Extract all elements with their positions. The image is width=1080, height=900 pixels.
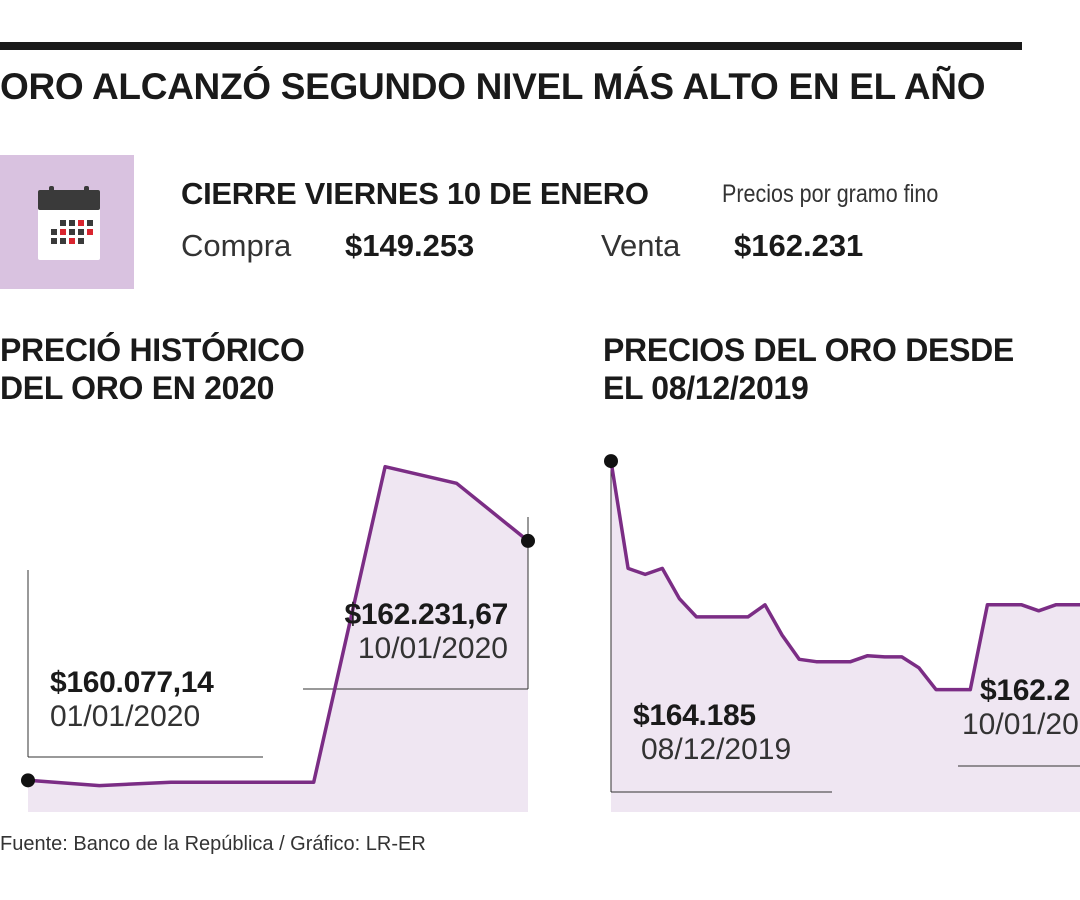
chart2-end-date: 10/01/20 <box>962 708 1079 741</box>
chart1-end-price: $162.231,67 <box>344 598 508 631</box>
chart2-title: PRECIOS DEL ORO DESDE EL 08/12/2019 <box>603 332 1014 406</box>
chart1-start-price: $160.077,14 <box>50 666 214 699</box>
compra-label: Compra <box>181 228 292 263</box>
chart1-area <box>28 466 528 812</box>
chart2-area <box>611 461 1080 812</box>
chart1-end-point <box>521 533 535 548</box>
close-title: CIERRE VIERNES 10 DE ENERO <box>181 176 649 211</box>
top-rule <box>0 42 1022 50</box>
chart2-line <box>609 460 1080 692</box>
chart1-line <box>27 464 530 788</box>
chart2-start-point <box>604 454 618 469</box>
chart1-title: PRECIÓ HISTÓRICO DEL ORO EN 2020 <box>0 332 305 406</box>
compra-value: $149.253 <box>345 228 475 263</box>
chart1-end-annotation: $162.231,67 10/01/2020 <box>312 598 508 666</box>
venta-label: Venta <box>601 228 681 263</box>
chart2-start-annotation: $164.185 08/12/2019 <box>633 699 791 767</box>
chart2-end-annotation: $162.2 10/01/20 <box>962 674 1080 742</box>
chart2-start-date: 08/12/2019 <box>641 733 792 766</box>
chart1-start-annotation: $160.077,14 01/01/2020 <box>50 666 214 734</box>
chart2-end-price: $162.2 <box>980 674 1070 707</box>
chart2-start-price: $164.185 <box>633 699 756 732</box>
source-note: Fuente: Banco de la República / Gráfico:… <box>0 833 426 855</box>
headline: ORO ALCANZÓ SEGUNDO NIVEL MÁS ALTO EN EL… <box>0 66 986 107</box>
chart1-start-date: 01/01/2020 <box>50 700 201 733</box>
venta-value: $162.231 <box>734 228 864 263</box>
chart1-start-point <box>21 773 35 788</box>
chart1-end-date: 10/01/2020 <box>357 632 508 665</box>
calendar-icon <box>38 186 100 260</box>
price-unit-note: Precios por gramo fino <box>722 180 939 208</box>
